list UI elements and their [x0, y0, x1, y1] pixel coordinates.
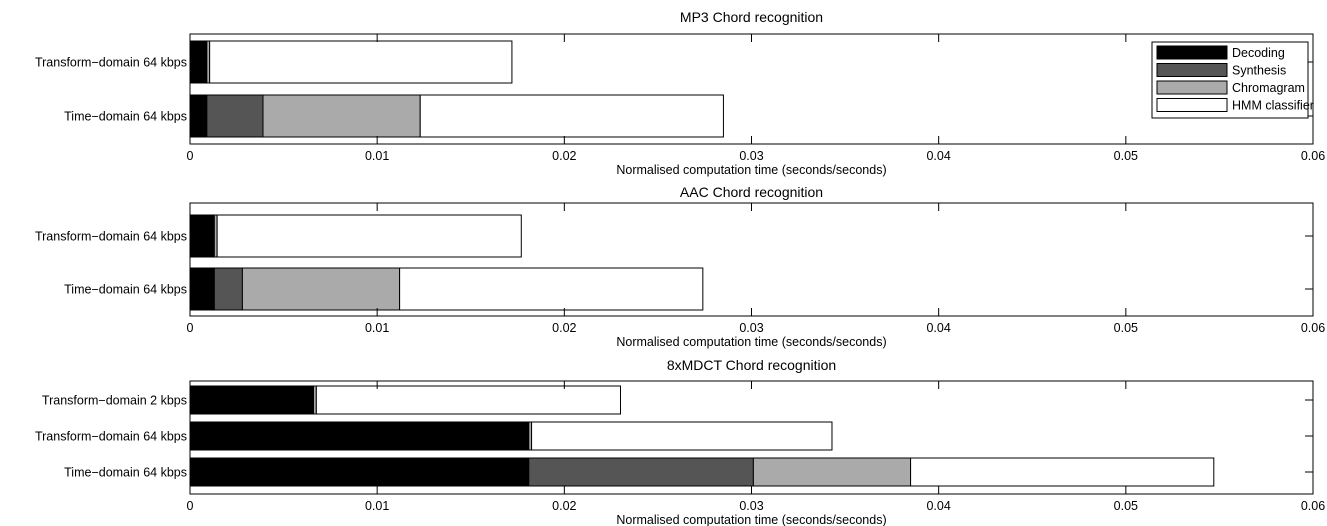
- x-tick-label: 0.05: [1114, 149, 1138, 163]
- x-tick-label: 0.01: [365, 149, 389, 163]
- legend-swatch-decoding: [1156, 45, 1228, 60]
- x-tick-label: 0.06: [1301, 321, 1325, 335]
- panel-aac-chord-recognition: AAC Chord recognition Transform−domain 64…: [35, 184, 1325, 349]
- x-tick-label: 0.03: [739, 149, 763, 163]
- bar-hmm-classifier: [315, 385, 621, 415]
- x-tick-label: 0.05: [1114, 321, 1138, 335]
- category-label: Time−domain 64 kbps: [64, 466, 187, 480]
- x-axis-label: Normalised computation time (seconds/sec…: [616, 163, 886, 177]
- bar-hmm-classifier: [209, 40, 513, 84]
- bar-hmm-classifier: [531, 421, 833, 451]
- x-tick-label: 0.03: [739, 499, 763, 513]
- category-label: Transform−domain 64 kbps: [35, 56, 187, 70]
- bar-decoding: [189, 421, 530, 451]
- x-tick-label: 0.02: [552, 499, 576, 513]
- x-tick-label: 0.04: [926, 499, 950, 513]
- x-tick-label: 0: [187, 149, 194, 163]
- chart-title: AAC Chord recognition: [680, 184, 823, 200]
- bar-hmm-classifier: [399, 267, 704, 311]
- legend-label-chromagram: Chromagram: [1232, 81, 1305, 95]
- bar-chromagram: [241, 267, 401, 311]
- x-tick-label: 0.01: [365, 321, 389, 335]
- x-axis-label: Normalised computation time (seconds/sec…: [616, 335, 886, 349]
- bar-decoding: [189, 457, 530, 487]
- bar-synthesis: [213, 267, 243, 311]
- x-tick-label: 0.04: [926, 321, 950, 335]
- bar-chromagram: [752, 457, 912, 487]
- bar-synthesis: [206, 94, 264, 138]
- category-label: Transform−domain 64 kbps: [35, 230, 187, 244]
- panel-8xmdct-chord-recognition: 8xMDCT Chord recognition Transform−domain…: [35, 357, 1325, 526]
- bar-hmm-classifier: [419, 94, 724, 138]
- x-tick-label: 0.05: [1114, 499, 1138, 513]
- chart-title: MP3 Chord recognition: [680, 9, 823, 25]
- legend-swatch-chromagram: [1156, 80, 1228, 95]
- x-tick-label: 0: [187, 321, 194, 335]
- x-tick-label: 0.06: [1301, 149, 1325, 163]
- x-tick-label: 0.04: [926, 149, 950, 163]
- legend: Decoding Synthesis Chromagram HMM classifie…: [1151, 41, 1314, 119]
- bar-decoding: [189, 385, 315, 415]
- x-tick-label: 0.02: [552, 149, 576, 163]
- x-tick-label: 0: [187, 499, 194, 513]
- chart-panels: MP3 Chord recognition Transform−domain 64…: [35, 9, 1325, 526]
- bar-hmm-classifier: [216, 214, 522, 258]
- category-label: Time−domain 64 kbps: [64, 110, 187, 124]
- category-label: Transform−domain 2 kbps: [42, 394, 187, 408]
- legend-label-hmm-classifier: HMM classifier: [1232, 99, 1314, 113]
- legend-swatch-synthesis: [1156, 63, 1228, 77]
- chart-title: 8xMDCT Chord recognition: [667, 357, 836, 373]
- x-axis-label: Normalised computation time (seconds/sec…: [616, 513, 886, 526]
- x-tick-label: 0.06: [1301, 499, 1325, 513]
- category-label: Time−domain 64 kbps: [64, 283, 187, 297]
- x-tick-label: 0.01: [365, 499, 389, 513]
- legend-label-synthesis: Synthesis: [1232, 64, 1286, 78]
- bar-chromagram: [262, 94, 421, 138]
- x-tick-label: 0.02: [552, 321, 576, 335]
- bar-synthesis: [528, 457, 754, 487]
- legend-swatch-hmm-classifier: [1156, 98, 1228, 112]
- legend-label-decoding: Decoding: [1232, 46, 1285, 60]
- bar-hmm-classifier: [910, 457, 1215, 487]
- x-tick-label: 0.03: [739, 321, 763, 335]
- category-label: Transform−domain 64 kbps: [35, 430, 187, 444]
- panel-mp3-chord-recognition: MP3 Chord recognition Transform−domain 64…: [35, 9, 1325, 177]
